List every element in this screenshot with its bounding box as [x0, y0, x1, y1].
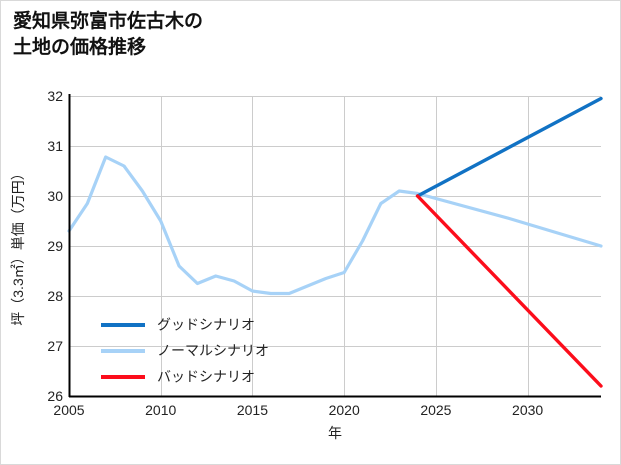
x-tick-label: 2005: [53, 402, 84, 418]
x-tick-labels: 2005 2010 2015 2020 2025 2030: [53, 402, 543, 418]
axis-spines: [68, 94, 601, 398]
x-tick-label: 2015: [237, 402, 268, 418]
x-axis-title: 年: [328, 425, 342, 441]
legend-label: ノーマルシナリオ: [157, 343, 269, 359]
legend-label: グッドシナリオ: [157, 317, 255, 333]
x-tick-label: 2010: [145, 402, 176, 418]
y-tick-labels: 26 27 28 29 30 31 32: [47, 88, 63, 404]
legend-label: バッドシナリオ: [157, 369, 255, 385]
y-tick-label: 27: [47, 338, 63, 354]
x-tick-label: 2020: [329, 402, 360, 418]
series-line-good: [415, 96, 603, 198]
series-line-bad: [415, 194, 603, 388]
series-line-normal: [67, 155, 603, 296]
y-tick-label: 32: [47, 88, 63, 104]
y-tick-label: 28: [47, 288, 63, 304]
y-tick-label: 30: [47, 188, 63, 204]
y-axis-title: 坪（3.3㎡）単価（万円）: [10, 166, 26, 325]
page-title: 愛知県弥富市佐古木の 土地の価格推移: [13, 11, 204, 58]
series-lines: [67, 96, 603, 388]
x-tick-label: 2030: [512, 402, 543, 418]
x-tick-label: 2025: [420, 402, 451, 418]
y-tick-label: 29: [47, 238, 63, 254]
y-tick-label: 31: [47, 138, 63, 154]
y-tick-label: 26: [47, 388, 63, 404]
